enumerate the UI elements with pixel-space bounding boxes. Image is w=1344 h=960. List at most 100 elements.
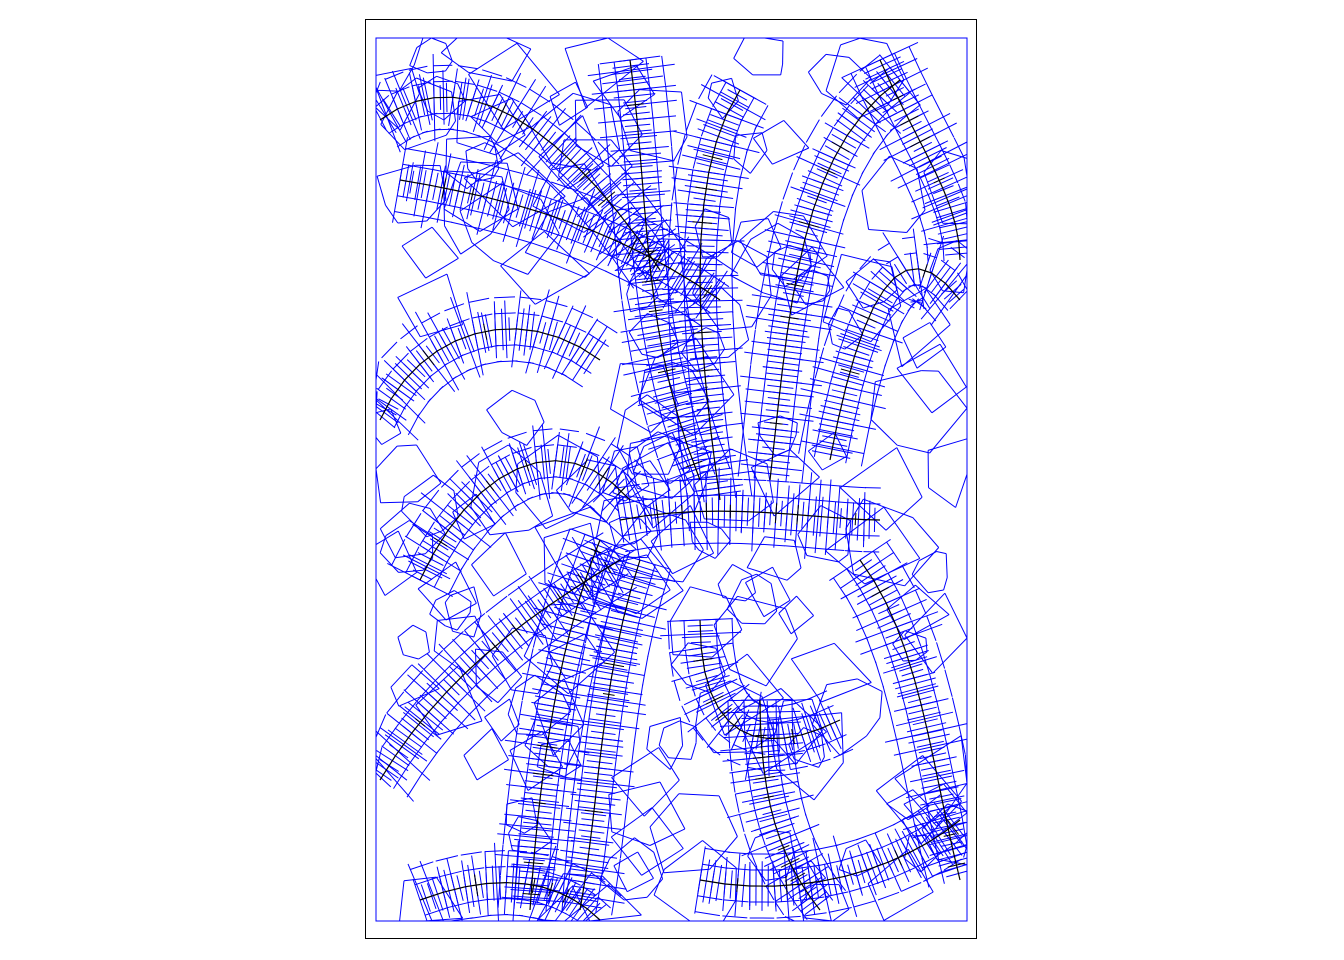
skeleton-tick (755, 734, 767, 737)
voronoi-edge (412, 624, 427, 633)
voronoi-edge (753, 119, 785, 139)
voronoi-edge (465, 159, 494, 167)
voronoi-edge (457, 83, 466, 102)
voronoi-edge (399, 880, 405, 922)
voronoi-edge (537, 766, 565, 778)
voronoi-edge (572, 92, 611, 106)
voronoi-edge (721, 528, 731, 541)
voronoi-edge (616, 409, 626, 447)
voronoi-edge (806, 379, 816, 415)
voronoi-edge (375, 468, 382, 503)
voronoi-edge (589, 505, 609, 524)
voronoi-edge (563, 765, 582, 778)
skeleton-tick (681, 504, 683, 520)
voronoi-edge (679, 717, 684, 746)
skeleton-segment (699, 239, 702, 277)
skeleton-tick (785, 875, 788, 895)
voronoi-edge (694, 348, 702, 380)
voronoi-edge (920, 263, 968, 320)
skeleton-segment (714, 464, 721, 501)
skeleton-segment (526, 605, 550, 622)
voronoi-edge (938, 857, 968, 867)
voronoi-edge (820, 95, 838, 117)
voronoi-edge (773, 211, 804, 217)
voronoi-edge (571, 206, 594, 233)
voronoi-edge (757, 403, 763, 441)
voronoi-edge (732, 207, 737, 243)
voronoi-edge (634, 459, 653, 478)
voronoi-edge (721, 387, 727, 426)
voronoi-edge (867, 883, 885, 921)
voronoi-edge (773, 201, 783, 231)
skeleton-segment (573, 899, 588, 910)
skeleton-segment (657, 325, 664, 356)
skeleton-segment (931, 272, 946, 284)
voronoi-edge (375, 87, 407, 142)
voronoi-edge (902, 337, 918, 369)
voronoi-edge (375, 408, 391, 414)
voronoi-edge (716, 206, 721, 242)
voronoi-edge (566, 734, 572, 765)
voronoi-edge (581, 603, 616, 653)
voronoi-edge (690, 586, 727, 598)
voronoi-edge (825, 53, 850, 58)
voronoi-edge (818, 305, 825, 340)
skeleton-segment (739, 729, 754, 737)
voronoi-edge (886, 541, 902, 564)
voronoi-edge (460, 161, 508, 164)
voronoi-edge (668, 293, 675, 324)
voronoi-edge (667, 239, 670, 276)
voronoi-edge (679, 720, 697, 728)
voronoi-edge (524, 646, 547, 664)
skeleton-segment (926, 831, 945, 844)
voronoi-edge (637, 298, 643, 328)
voronoi-edge (807, 450, 823, 471)
voronoi-edge (571, 493, 601, 517)
skeleton-segment (844, 869, 868, 877)
voronoi-edge (521, 674, 528, 701)
voronoi-edge (397, 195, 427, 202)
skeleton-segment (669, 267, 696, 284)
voronoi-edge (741, 423, 748, 461)
voronoi-edge (931, 94, 944, 118)
voronoi-edge (608, 781, 661, 795)
voronoi-edge (403, 654, 419, 660)
voronoi-edge (440, 469, 459, 488)
voronoi-edge (476, 759, 509, 781)
skeleton-segment (942, 189, 951, 208)
voronoi-edge (394, 211, 425, 218)
voronoi-edge (440, 37, 458, 54)
voronoi-edge (821, 682, 872, 703)
skeleton-tick (627, 103, 644, 106)
voronoi-edge (375, 95, 390, 107)
voronoi-edge (776, 768, 815, 801)
voronoi-edge (530, 242, 558, 253)
skeleton-tick (900, 115, 919, 126)
voronoi-edge (494, 147, 500, 169)
voronoi-edge (591, 581, 601, 613)
voronoi-edge (626, 652, 633, 683)
voronoi-edge (511, 389, 536, 401)
voronoi-edge (602, 450, 615, 493)
voronoi-edge (688, 319, 696, 350)
voronoi-edge (385, 204, 399, 224)
skeleton-tick (727, 717, 741, 734)
voronoi-edge (425, 257, 459, 279)
voronoi-edge (584, 613, 593, 644)
voronoi-edge (509, 756, 514, 785)
voronoi-edge (726, 579, 743, 610)
voronoi-edge (940, 150, 968, 159)
voronoi-edge (604, 122, 609, 152)
voronoi-edge (669, 621, 674, 655)
skeleton-segment (797, 238, 806, 270)
voronoi-edge (611, 747, 659, 779)
skeleton-segment (879, 59, 893, 87)
voronoi-edge (685, 296, 712, 314)
voronoi-edge (585, 904, 607, 922)
voronoi-edge (376, 176, 386, 206)
voronoi-edge (585, 432, 606, 442)
voronoi-edge (494, 165, 523, 174)
voronoi-edge (715, 648, 726, 675)
voronoi-edge (744, 833, 751, 851)
voronoi-edge (832, 343, 845, 350)
